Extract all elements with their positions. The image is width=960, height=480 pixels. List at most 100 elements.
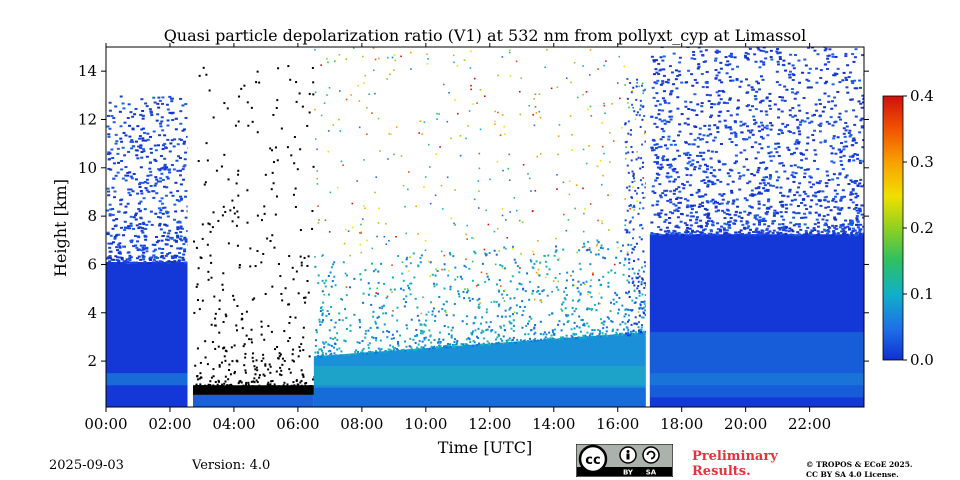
heatmap-cell — [478, 190, 480, 192]
heatmap-cell — [765, 176, 769, 179]
heatmap-cell — [108, 127, 112, 130]
heatmap-cell — [571, 299, 574, 302]
heatmap-cell — [709, 157, 713, 160]
heatmap-cell — [633, 322, 636, 325]
heatmap-cell — [600, 183, 603, 186]
heatmap-cell — [148, 108, 152, 111]
heatmap-cell — [358, 321, 361, 324]
heatmap-cell — [356, 341, 359, 344]
heatmap-cell — [832, 43, 835, 45]
heatmap-cell — [639, 224, 642, 227]
heatmap-cell — [319, 323, 322, 326]
heatmap-cell — [391, 314, 394, 317]
heatmap-cell — [460, 343, 463, 346]
heatmap-cell — [818, 180, 822, 183]
heatmap-cell — [667, 135, 671, 138]
heatmap-cell — [664, 218, 668, 221]
heatmap-cell — [738, 175, 742, 178]
heatmap-cell — [140, 98, 144, 101]
heatmap-cell — [760, 229, 764, 232]
heatmap-cell — [715, 231, 719, 234]
heatmap-noise-cell — [262, 373, 265, 376]
heatmap-noise-cell — [237, 194, 240, 197]
heatmap-cell — [660, 127, 664, 130]
heatmap-noise-cell — [231, 220, 234, 223]
heatmap-cell — [687, 156, 691, 159]
heatmap-cell — [530, 317, 533, 320]
heatmap-cell — [578, 326, 581, 329]
heatmap-cell — [450, 217, 453, 220]
heatmap-cell — [377, 281, 380, 284]
heatmap-cell — [753, 95, 757, 98]
heatmap-cell — [179, 110, 183, 113]
heatmap-cell — [130, 241, 134, 244]
heatmap-cell — [750, 146, 754, 149]
heatmap-cell — [319, 310, 322, 313]
heatmap-cell — [107, 256, 111, 259]
heatmap-cell — [826, 67, 830, 70]
heatmap-cell — [709, 116, 713, 119]
heatmap-cell — [561, 337, 564, 340]
heatmap-cell — [161, 247, 165, 250]
heatmap-cell — [782, 59, 786, 62]
heatmap-cell — [494, 263, 497, 266]
heatmap-cell — [178, 256, 182, 259]
heatmap-cell — [782, 227, 786, 230]
heatmap-cell — [333, 261, 336, 264]
heatmap-cell — [573, 61, 576, 64]
heatmap-cell — [573, 310, 576, 313]
heatmap-cell — [669, 201, 673, 204]
heatmap-noise-cell — [289, 371, 292, 374]
heatmap-cell — [170, 255, 174, 258]
heatmap-cell — [522, 340, 525, 343]
heatmap-noise-cell — [264, 173, 267, 176]
heatmap-cell — [155, 241, 159, 244]
heatmap-cell — [481, 329, 484, 332]
heatmap-cell — [623, 315, 626, 318]
heatmap-cell — [747, 231, 751, 234]
heatmap-cell — [527, 173, 529, 175]
heatmap-cell — [642, 89, 645, 92]
heatmap-cell — [173, 138, 177, 141]
heatmap-cell — [454, 224, 456, 226]
heatmap-cell — [338, 318, 341, 321]
heatmap-noise-cell — [262, 353, 265, 356]
heatmap-cell — [836, 90, 840, 93]
heatmap-cell — [479, 128, 482, 131]
heatmap-cell — [110, 148, 114, 151]
heatmap-cell — [491, 328, 494, 331]
heatmap-cell — [355, 349, 358, 352]
heatmap-cell — [486, 340, 489, 343]
heatmap-cell — [518, 219, 521, 222]
heatmap-noise-cell — [236, 305, 239, 308]
heatmap-cell — [555, 286, 558, 289]
heatmap-cell — [164, 146, 168, 149]
heatmap-cell — [848, 135, 852, 138]
heatmap-noise-cell — [266, 237, 269, 240]
cc-by-sa-badge[interactable]: cc BY SA — [576, 444, 673, 477]
heatmap-cell — [607, 194, 609, 196]
heatmap-noise-cell — [251, 298, 254, 301]
heatmap-cell — [643, 261, 646, 264]
heatmap-cell — [115, 259, 119, 262]
heatmap-cell — [743, 54, 747, 57]
heatmap-noise-cell — [271, 379, 274, 382]
heatmap-noise-cell — [223, 153, 226, 156]
heatmap-cell — [464, 345, 467, 348]
heatmap-noise-cell — [269, 365, 272, 368]
heatmap-cell — [626, 77, 629, 80]
heatmap-cell — [321, 255, 323, 257]
heatmap-cell — [803, 172, 807, 175]
heatmap-cell — [357, 84, 359, 87]
heatmap-cell — [777, 116, 780, 119]
heatmap-cell — [431, 310, 434, 313]
heatmap-cell — [850, 180, 854, 183]
heatmap-noise-cell — [303, 256, 306, 259]
heatmap-noise-cell — [235, 224, 238, 227]
heatmap-noise-cell — [229, 209, 232, 212]
heatmap-cell — [512, 313, 515, 316]
heatmap-cell — [111, 186, 115, 189]
heatmap-cell — [503, 267, 506, 270]
heatmap-cell — [499, 325, 502, 328]
heatmap-cell — [738, 211, 742, 214]
